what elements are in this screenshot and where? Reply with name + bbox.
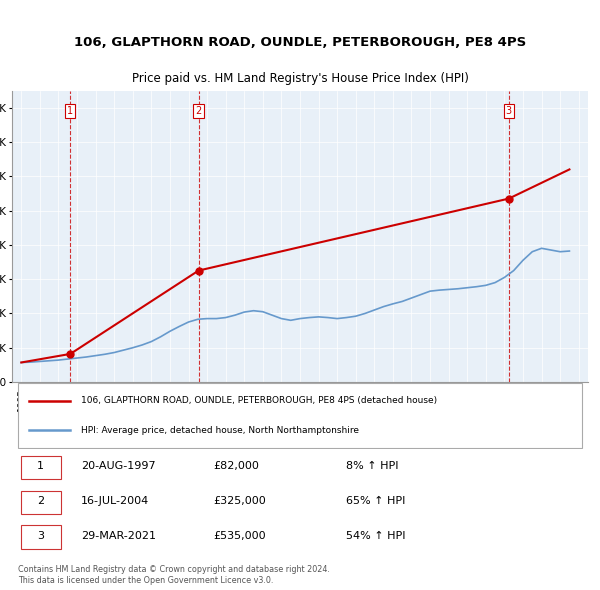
Text: 16-JUL-2004: 16-JUL-2004 (81, 496, 149, 506)
Text: 1: 1 (67, 106, 73, 116)
Text: 29-MAR-2021: 29-MAR-2021 (81, 530, 156, 540)
Text: 3: 3 (506, 106, 512, 116)
Text: 8% ↑ HPI: 8% ↑ HPI (346, 461, 398, 471)
FancyBboxPatch shape (20, 455, 61, 479)
Text: 106, GLAPTHORN ROAD, OUNDLE, PETERBOROUGH, PE8 4PS (detached house): 106, GLAPTHORN ROAD, OUNDLE, PETERBOROUG… (81, 396, 437, 405)
Text: Price paid vs. HM Land Registry's House Price Index (HPI): Price paid vs. HM Land Registry's House … (131, 73, 469, 86)
FancyBboxPatch shape (20, 525, 61, 549)
Text: £82,000: £82,000 (214, 461, 259, 471)
Text: Contains HM Land Registry data © Crown copyright and database right 2024.: Contains HM Land Registry data © Crown c… (18, 565, 329, 574)
Text: 54% ↑ HPI: 54% ↑ HPI (346, 530, 406, 540)
Text: HPI: Average price, detached house, North Northamptonshire: HPI: Average price, detached house, Nort… (81, 426, 359, 435)
Text: £325,000: £325,000 (214, 496, 266, 506)
Text: 106, GLAPTHORN ROAD, OUNDLE, PETERBOROUGH, PE8 4PS: 106, GLAPTHORN ROAD, OUNDLE, PETERBOROUG… (74, 36, 526, 49)
Text: 65% ↑ HPI: 65% ↑ HPI (346, 496, 406, 506)
Text: This data is licensed under the Open Government Licence v3.0.: This data is licensed under the Open Gov… (18, 576, 273, 585)
FancyBboxPatch shape (18, 384, 582, 448)
Text: £535,000: £535,000 (214, 530, 266, 540)
Text: 2: 2 (37, 496, 44, 506)
Text: 3: 3 (37, 530, 44, 540)
Text: 1: 1 (37, 461, 44, 471)
Text: 2: 2 (196, 106, 202, 116)
FancyBboxPatch shape (20, 490, 61, 514)
Text: 20-AUG-1997: 20-AUG-1997 (81, 461, 156, 471)
